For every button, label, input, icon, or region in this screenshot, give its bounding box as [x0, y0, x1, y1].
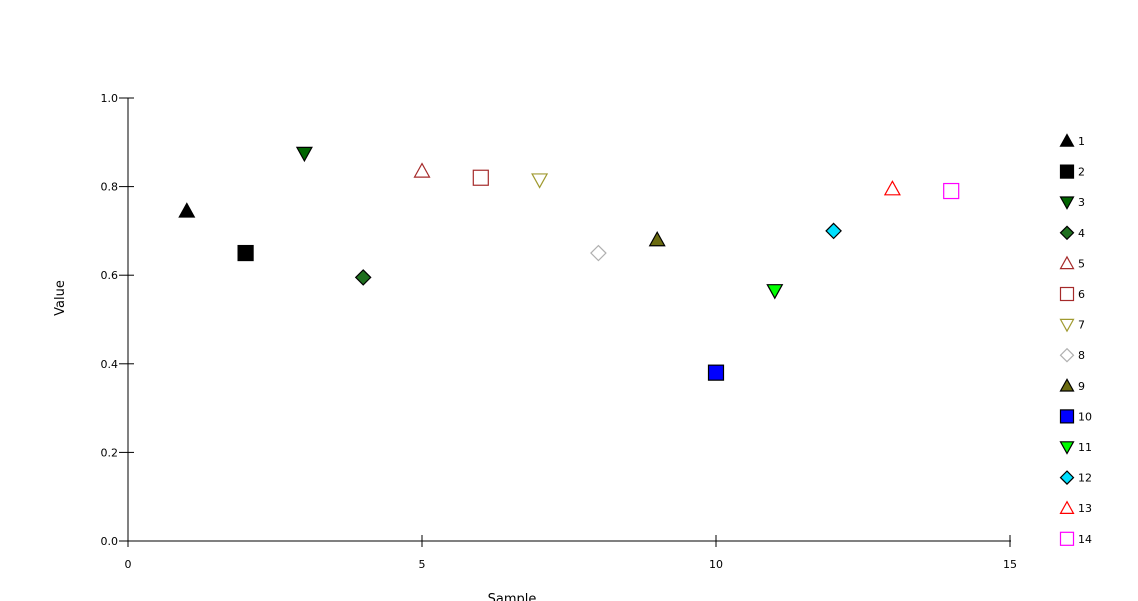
x-tick-label: 10: [709, 558, 723, 571]
legend-marker-11: [1059, 441, 1075, 455]
legend-label: 14: [1078, 533, 1092, 546]
legend-marker-5: [1059, 255, 1075, 270]
x-axis-title: Sample: [488, 592, 537, 601]
data-point-14: [943, 182, 960, 200]
x-tick-label: 15: [1003, 558, 1017, 571]
x-tick-label: 5: [419, 558, 426, 571]
legend-label: 6: [1078, 288, 1085, 301]
legend-label: 9: [1078, 380, 1085, 393]
data-point-4: [354, 269, 372, 286]
legend-marker-6: [1059, 286, 1075, 302]
legend-marker-9: [1059, 378, 1075, 392]
y-tick-label: 0.8: [101, 181, 119, 194]
data-point-5: [413, 162, 431, 178]
data-point-3: [295, 146, 313, 163]
data-point-8: [590, 244, 607, 262]
legend-label: 1: [1078, 135, 1085, 148]
legend-label: 2: [1078, 166, 1085, 179]
data-point-13: [883, 180, 901, 196]
legend-label: 4: [1078, 227, 1085, 240]
data-point-7: [531, 173, 549, 189]
legend-marker-2: [1059, 164, 1075, 179]
y-tick-label: 0.4: [101, 358, 119, 371]
data-point-2: [237, 244, 254, 262]
legend-label: 8: [1078, 349, 1085, 362]
y-tick-label: 1.0: [101, 92, 119, 105]
legend-label: 11: [1078, 441, 1092, 454]
legend-label: 5: [1078, 257, 1085, 270]
data-point-9: [648, 231, 666, 247]
data-point-1: [178, 202, 196, 218]
legend-marker-12: [1059, 470, 1075, 485]
legend-label: 13: [1078, 502, 1092, 515]
legend-marker-3: [1059, 196, 1075, 210]
y-axis-title: Value: [53, 280, 68, 316]
legend-marker-4: [1059, 225, 1075, 241]
data-point-11: [766, 284, 784, 300]
data-point-10: [707, 364, 725, 381]
y-tick-label: 0.0: [101, 535, 119, 548]
legend-label: 3: [1078, 196, 1085, 209]
legend-label: 7: [1078, 319, 1085, 332]
legend-label: 12: [1078, 472, 1092, 485]
legend-label: 10: [1078, 410, 1092, 423]
legend-marker-1: [1059, 133, 1075, 147]
legend-marker-10: [1059, 409, 1075, 424]
legend-marker-14: [1059, 531, 1075, 546]
axes: 0 5 10 15 0.0 0.2 0.4 0.6 0.8 1.0: [101, 92, 1018, 571]
legend-marker-8: [1059, 347, 1075, 363]
y-tick-label: 0.6: [101, 269, 119, 282]
data-point-6: [472, 169, 489, 186]
y-tick-label: 0.2: [101, 446, 119, 459]
data-point-12: [825, 222, 842, 240]
legend-marker-13: [1059, 500, 1075, 515]
legend-marker-7: [1059, 318, 1075, 333]
data-points: [178, 146, 960, 381]
x-tick-label: 0: [125, 558, 132, 571]
